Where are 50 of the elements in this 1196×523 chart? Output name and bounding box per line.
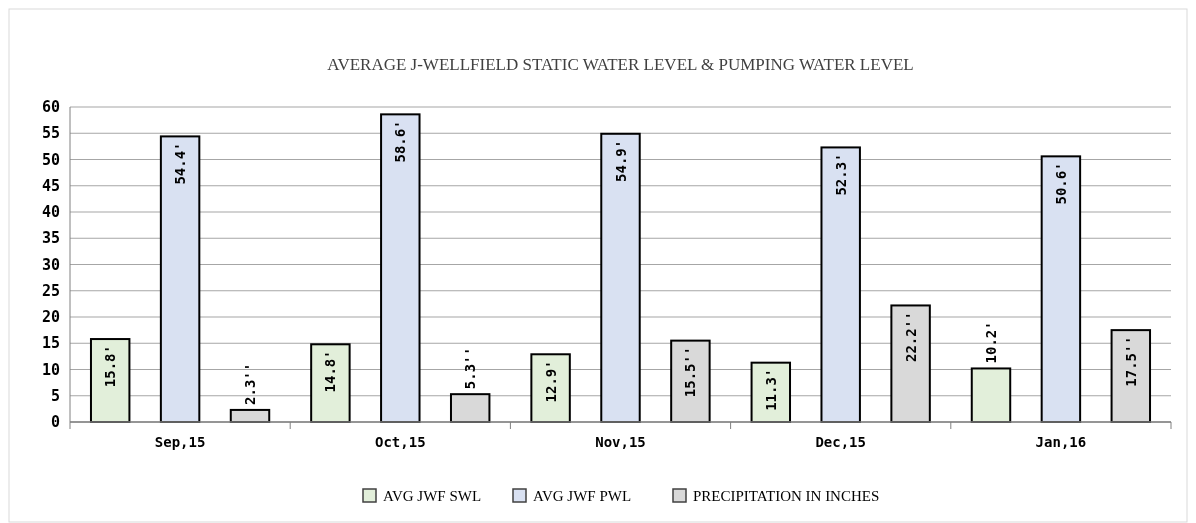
- bar: [1110, 329, 1152, 423]
- bar: [1040, 155, 1082, 423]
- data-label: 5.3'': [462, 347, 479, 390]
- y-tick-label: 25: [41, 281, 60, 300]
- bar: [970, 367, 1012, 423]
- bar: [600, 132, 641, 423]
- x-tick-label: Nov,15: [595, 434, 646, 450]
- y-tick-label: 35: [41, 229, 60, 248]
- bar: [159, 135, 201, 423]
- legend-label: PRECIPITATION IN INCHES: [693, 488, 880, 504]
- y-tick-label: 45: [41, 176, 60, 195]
- bar: [89, 338, 131, 423]
- y-tick-label: 40: [41, 203, 60, 221]
- data-label: 12.9': [542, 360, 559, 403]
- y-tick-label: 60: [41, 98, 60, 116]
- data-label: 50.6': [1052, 162, 1069, 205]
- y-tick-label: 0: [50, 413, 60, 431]
- bar: [530, 353, 571, 423]
- bar: [820, 146, 861, 423]
- x-tick-label: Jan,16: [1035, 434, 1087, 450]
- bar: [310, 343, 351, 423]
- data-label: 54.9': [612, 139, 629, 182]
- data-label: 17.5'': [1122, 336, 1139, 387]
- y-tick-label: 30: [41, 255, 60, 274]
- data-label: 2.3'': [242, 362, 258, 405]
- y-tick-label: 20: [41, 308, 60, 326]
- bar: [890, 304, 931, 423]
- y-tick-label: 5: [50, 386, 60, 405]
- bar: [380, 113, 421, 423]
- legend-label: AVG JWF PWL: [533, 488, 632, 504]
- bar: [449, 393, 491, 423]
- data-label: 15.8': [102, 345, 119, 388]
- x-tick-label: Oct,15: [375, 434, 426, 450]
- y-tick-label: 15: [41, 334, 60, 353]
- data-label: 10.2': [983, 321, 999, 364]
- data-label: 14.8': [322, 350, 339, 393]
- y-tick-label: 10: [41, 360, 60, 379]
- legend-label: AVG JWF SWL: [383, 488, 482, 504]
- chart-title: AVERAGE J-WELLFIELD STATIC WATER LEVEL & PUMPING WATER LEVEL: [327, 55, 914, 74]
- data-label: 58.6': [392, 120, 409, 163]
- x-tick-label: Dec,15: [815, 434, 866, 450]
- data-label: 54.4': [172, 142, 189, 185]
- x-tick-label: Sep,15: [154, 434, 206, 450]
- y-tick-label: 50: [41, 150, 60, 169]
- y-tick-label: 55: [41, 124, 60, 143]
- data-label: 52.3': [832, 153, 849, 196]
- data-label: 22.2'': [902, 311, 919, 363]
- bar: [670, 339, 711, 423]
- data-label: 11.3': [762, 368, 779, 411]
- data-label: 15.5'': [682, 346, 699, 398]
